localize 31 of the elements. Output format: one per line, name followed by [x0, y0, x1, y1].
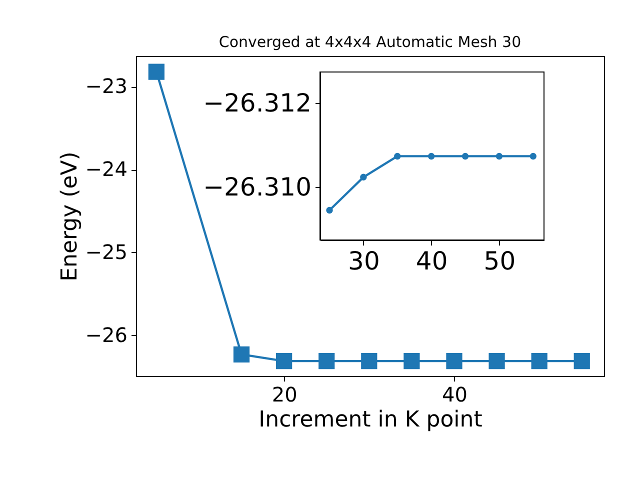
point	[360, 174, 367, 181]
y-tick-label: −25	[85, 240, 128, 264]
point	[148, 64, 164, 80]
point	[361, 353, 378, 370]
y-tick-label: −26.310	[203, 172, 312, 202]
point	[404, 353, 420, 370]
y-tick-label: −23	[85, 74, 128, 98]
chart-title: Converged at 4x4x4 Automatic Mesh 30	[218, 33, 522, 51]
y-axis-title: Energy (eV)	[57, 152, 82, 282]
point	[496, 152, 503, 160]
point	[326, 206, 333, 214]
point	[428, 152, 435, 160]
point	[462, 152, 469, 160]
point	[446, 353, 462, 370]
x-tick-label: 20	[272, 382, 298, 406]
x-tick-label: 50	[484, 246, 516, 276]
point	[394, 152, 401, 160]
point	[574, 353, 590, 370]
x-tick-label: 40	[416, 246, 448, 276]
point	[531, 353, 548, 370]
point	[318, 353, 335, 370]
y-tick-label: −26.312	[203, 88, 312, 118]
x-tick-label: 40	[442, 382, 468, 406]
point	[276, 353, 292, 370]
x-axis-title: Increment in K point	[258, 408, 483, 432]
point	[530, 152, 536, 160]
point	[488, 353, 505, 370]
y-tick-label: −26	[85, 322, 128, 347]
x-tick-label: 30	[348, 246, 380, 276]
point	[233, 346, 250, 363]
y-tick-label: −24	[85, 157, 128, 182]
